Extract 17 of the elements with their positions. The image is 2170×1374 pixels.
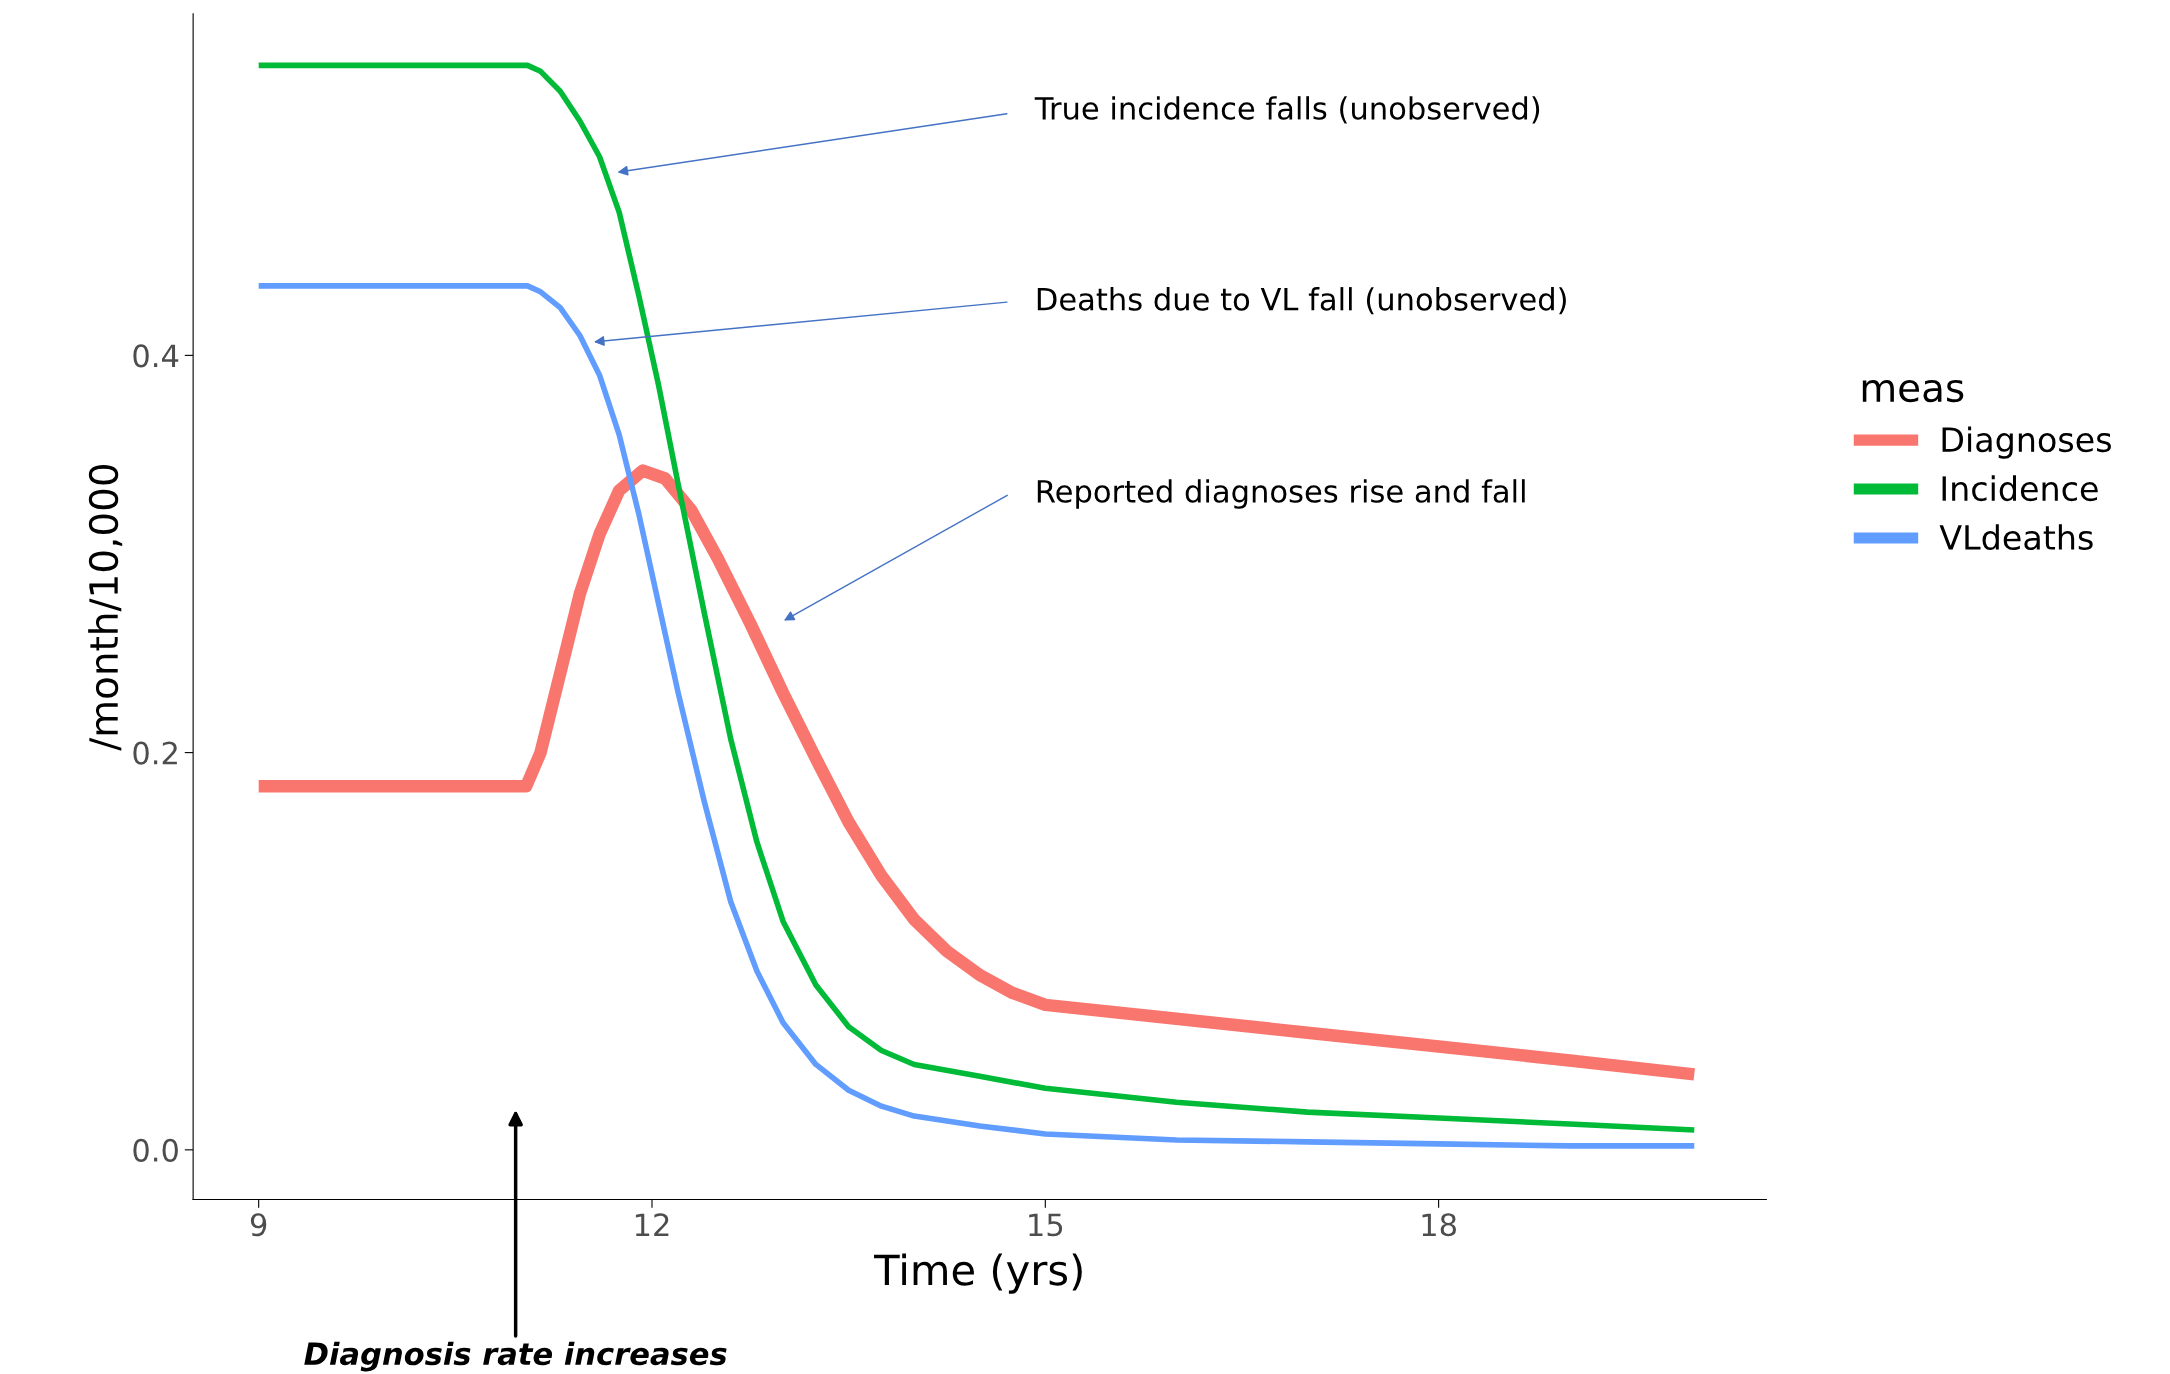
x-tick-label: 9 <box>250 1213 267 1237</box>
y-axis-title: /month/10,000 <box>88 464 123 751</box>
text: Diagnosis rate increases <box>304 1341 727 1372</box>
legend-label: Incidence <box>1942 475 2098 502</box>
x-axis-title: Time (yrs) <box>874 1253 1082 1294</box>
annotation: Deaths due to VL fall (unobserved) <box>1037 287 1566 315</box>
legend-label: Diagnoses <box>1942 426 2111 459</box>
annotation: Reported diagnoses rise and fall <box>1037 479 1525 509</box>
x-tick-label: 12 <box>635 1213 669 1236</box>
x-tick-label: 15 <box>1029 1213 1063 1237</box>
legend-label: VLdeaths <box>1939 524 2093 551</box>
annotation: True incidence falls (unobserved) <box>1034 96 1540 124</box>
legend-title: meas <box>1862 379 1964 403</box>
y-tick-label: 0.0 <box>133 1138 178 1162</box>
y-tick-label: 0.2 <box>133 741 177 765</box>
y-tick-label: 0.4 <box>133 344 179 368</box>
x-tick-label: 18 <box>1422 1213 1456 1237</box>
